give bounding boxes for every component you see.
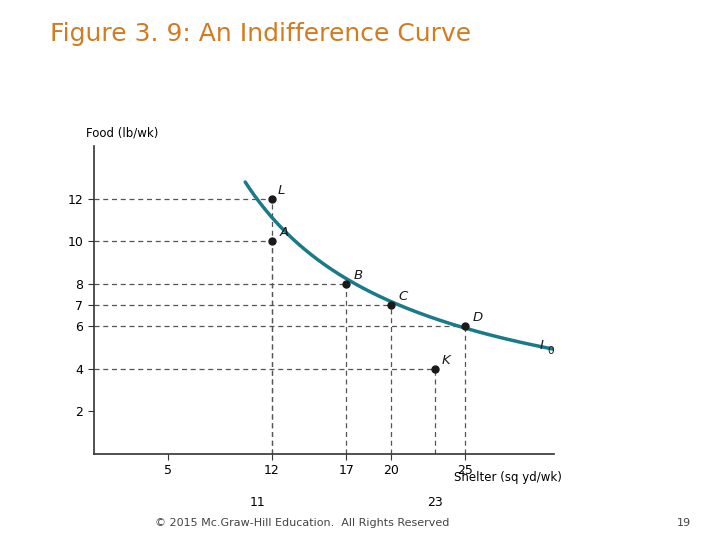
Text: B: B: [354, 269, 363, 282]
Text: Figure 3. 9: An Indifference Curve: Figure 3. 9: An Indifference Curve: [50, 22, 472, 45]
Text: C: C: [398, 290, 408, 303]
Text: 11: 11: [249, 496, 265, 509]
Text: 0: 0: [548, 346, 554, 356]
Text: I: I: [539, 339, 544, 352]
Text: A: A: [279, 226, 289, 239]
Text: L: L: [278, 184, 285, 197]
Text: K: K: [441, 354, 450, 367]
Text: 23: 23: [428, 496, 444, 509]
Text: Food (lb/wk): Food (lb/wk): [86, 126, 158, 139]
Text: Shelter (sq yd/wk): Shelter (sq yd/wk): [454, 470, 562, 484]
Text: © 2015 Mc.Graw-Hill Education.  All Rights Reserved: © 2015 Mc.Graw-Hill Education. All Right…: [156, 518, 449, 529]
Text: 19: 19: [677, 518, 691, 529]
Text: D: D: [472, 311, 483, 324]
